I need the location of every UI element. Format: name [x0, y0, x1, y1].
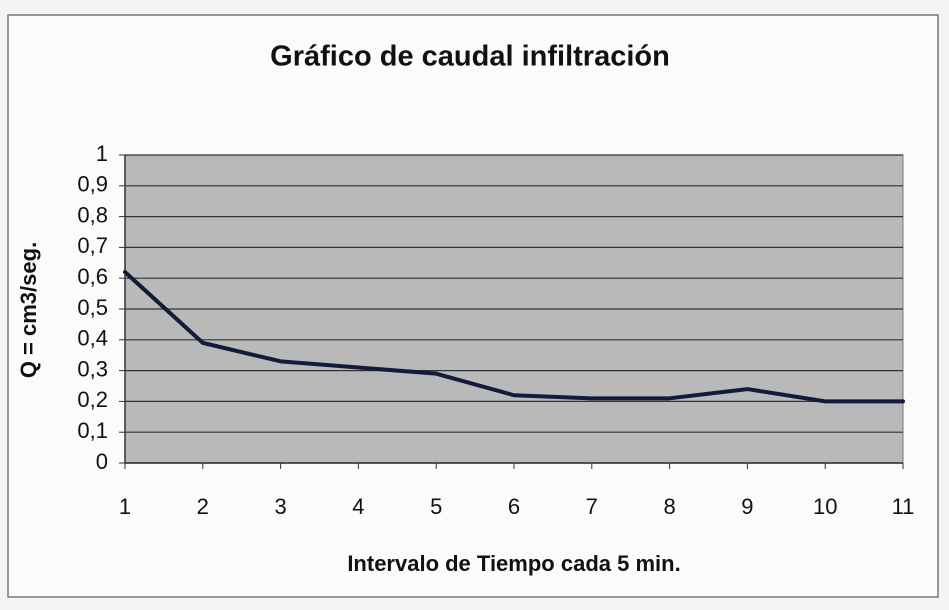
- chart-title: Gráfico de caudal infiltración: [270, 41, 670, 73]
- x-tick-label: 9: [741, 494, 753, 519]
- x-tick-label: 11: [892, 494, 915, 519]
- y-tick-label: 0,8: [77, 202, 108, 227]
- x-tick-label: 5: [430, 494, 442, 519]
- x-tick-label: 4: [352, 494, 364, 519]
- y-tick-label: 0,9: [77, 172, 108, 197]
- y-tick-label: 0,6: [77, 264, 108, 289]
- y-tick-label: 0,7: [77, 233, 108, 258]
- y-tick-label: 0: [96, 449, 108, 474]
- y-tick-label: 0,3: [77, 356, 108, 381]
- y-axis-title: Q = cm3/seg.: [16, 242, 41, 378]
- data-line: [123, 270, 905, 404]
- y-tick-label: 0,2: [77, 387, 108, 412]
- x-tick-label: 10: [813, 494, 837, 519]
- y-tick-label: 0,4: [77, 326, 108, 351]
- x-tick-label: 7: [586, 494, 598, 519]
- x-tick-label: 3: [274, 494, 286, 519]
- x-axis-title: Intervalo de Tiempo cada 5 min.: [347, 551, 680, 576]
- x-tick-label: 6: [508, 494, 520, 519]
- x-tick-label: 2: [197, 494, 209, 519]
- y-tick-label: 0,1: [77, 418, 108, 443]
- x-tick-label: 8: [663, 494, 675, 519]
- y-tick-label: 0,5: [77, 295, 108, 320]
- y-tick-label: 1: [96, 141, 108, 166]
- x-tick-label: 1: [119, 494, 131, 519]
